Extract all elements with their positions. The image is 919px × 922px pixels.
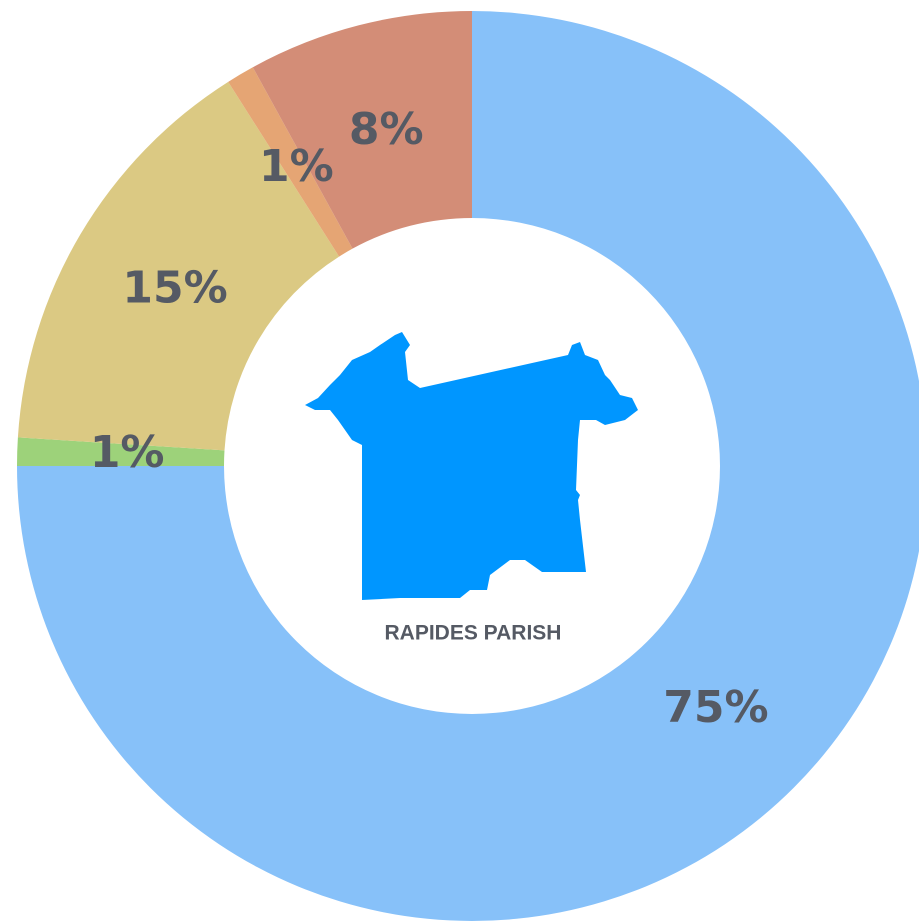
value-label: 1% [259,141,334,192]
slices [17,11,919,921]
slice [252,11,472,249]
parish-map [305,332,638,600]
value-label: 75% [663,682,768,733]
slice [228,67,353,257]
value-label: 15% [122,262,227,313]
slice [17,11,919,921]
value-label: 1% [90,427,165,478]
slice [17,81,340,451]
value-label: 8% [349,104,424,155]
slice [17,437,225,466]
center-label: RAPIDES PARISH [385,622,562,645]
